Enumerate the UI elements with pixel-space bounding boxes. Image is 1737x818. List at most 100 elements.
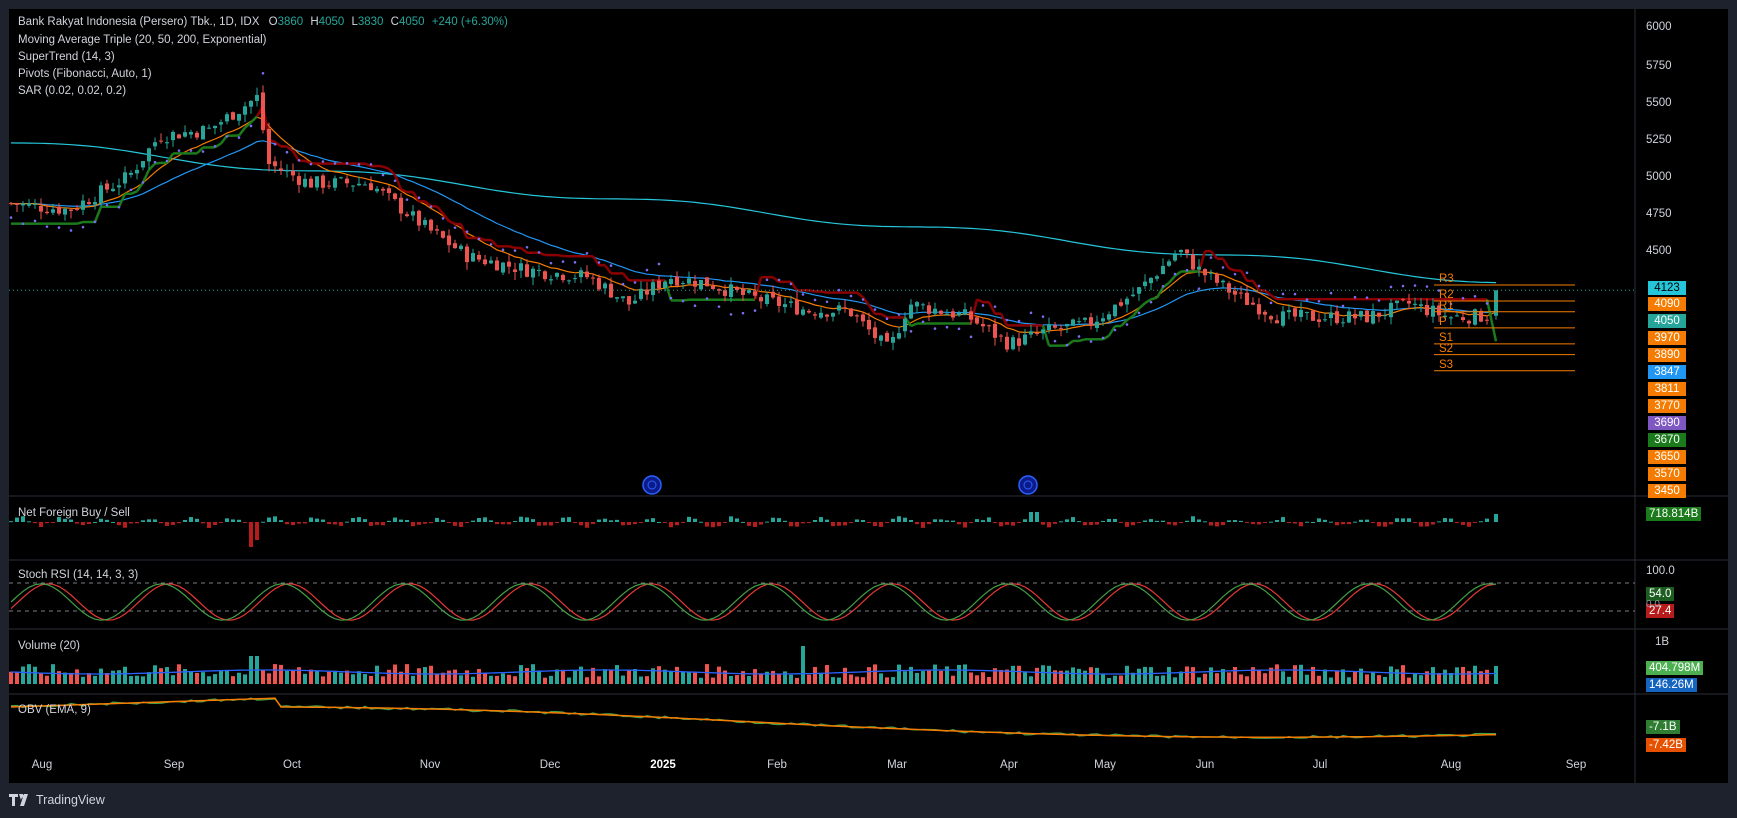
net-foreign-title[interactable]: Net Foreign Buy / Sell: [18, 507, 130, 519]
volume-bar: [57, 671, 61, 684]
indicator-ema-triple[interactable]: Moving Average Triple (20, 50, 200, Expo…: [18, 34, 267, 46]
net-foreign-bar: [879, 522, 883, 527]
candle-body: [993, 323, 997, 338]
volume-bar: [945, 666, 949, 684]
price-tag: 3770: [1648, 399, 1686, 413]
time-axis-label: Mar: [887, 759, 907, 771]
volume-bar: [915, 672, 919, 684]
net-foreign-bar: [39, 522, 43, 528]
net-foreign-bar: [1479, 521, 1483, 523]
candle-body: [1263, 311, 1267, 315]
volume-bar: [1353, 671, 1357, 684]
volume-bar: [711, 677, 715, 684]
net-foreign-bar: [297, 522, 301, 524]
net-foreign-bar: [435, 517, 439, 522]
net-foreign-bar: [891, 518, 895, 522]
volume-bar: [531, 664, 535, 684]
candle-body: [861, 314, 865, 322]
volume-bar: [1167, 666, 1171, 684]
candle-body: [1047, 324, 1051, 331]
sar-dot: [465, 230, 469, 233]
candle-body: [1185, 249, 1189, 254]
candle-body: [1059, 328, 1063, 330]
sar-dot: [1449, 302, 1453, 306]
net-foreign-bar: [285, 522, 289, 525]
supertrend-segment: [1251, 280, 1261, 291]
supertrend-segment: [238, 126, 246, 137]
stoch-rsi-title[interactable]: Stoch RSI (14, 14, 3, 3): [18, 569, 139, 581]
sar-dot: [813, 298, 817, 302]
ohlc-high-value: 4050: [318, 16, 345, 28]
net-foreign-bar: [861, 520, 865, 522]
chart-frame[interactable]: [9, 9, 1728, 783]
indicator-sar[interactable]: SAR (0.02, 0.02, 0.2): [18, 85, 127, 97]
candle-body: [1305, 311, 1309, 313]
net-foreign-bar: [453, 522, 457, 526]
sar-dot: [1197, 287, 1201, 290]
volume-bar: [567, 677, 571, 684]
net-foreign-bar: [849, 522, 853, 523]
candle-body: [423, 220, 427, 225]
symbol-legend[interactable]: Bank Rakyat Indonesia (Persero) Tbk., 1D…: [18, 16, 508, 28]
candle-body: [849, 308, 853, 317]
candle-body: [957, 312, 961, 316]
tradingview-logo[interactable]: TradingView: [9, 791, 105, 809]
net-foreign-bar: [945, 520, 949, 522]
candle-body: [765, 294, 769, 304]
candle-body: [951, 311, 955, 318]
net-foreign-bar: [771, 517, 775, 522]
candle-body: [255, 94, 259, 101]
candle-body: [1293, 308, 1297, 317]
volume-bar: [1335, 670, 1339, 684]
supertrend-segment: [1144, 298, 1152, 305]
candle-body: [279, 168, 283, 171]
volume-bar: [927, 669, 931, 684]
net-foreign-bar: [735, 518, 739, 522]
candle-body: [1161, 265, 1165, 275]
candle-body: [129, 172, 133, 175]
candle-body: [1083, 317, 1087, 320]
net-foreign-bar: [753, 522, 757, 528]
candle-body: [411, 211, 415, 216]
obv-title[interactable]: OBV (EMA, 9): [18, 704, 91, 716]
net-foreign-bar: [411, 522, 415, 527]
sar-dot: [645, 268, 649, 272]
indicator-supertrend[interactable]: SuperTrend (14, 3): [18, 51, 115, 63]
net-foreign-bar: [393, 517, 397, 522]
volume-bar: [1287, 676, 1291, 684]
net-foreign-bar: [777, 518, 781, 522]
net-foreign-bar: [621, 522, 625, 526]
net-foreign-bar: [1317, 518, 1321, 522]
candle-body: [669, 279, 673, 285]
volume-bar: [75, 669, 79, 684]
volume-title[interactable]: Volume (20): [18, 640, 81, 652]
candle-body: [1461, 317, 1465, 320]
volume-bar: [237, 672, 241, 684]
candle-body: [609, 283, 613, 298]
candle-body: [1455, 315, 1459, 317]
sar-dot: [681, 299, 685, 303]
candle-body: [645, 289, 649, 295]
candle-body: [723, 290, 727, 296]
indicator-pivots[interactable]: Pivots (Fibonacci, Auto, 1): [18, 68, 152, 80]
price-axis-label: 4500: [1646, 245, 1672, 257]
candle-body: [1029, 331, 1033, 335]
supertrend-segment: [520, 246, 528, 254]
net-foreign-bar: [189, 517, 193, 522]
candle-body: [1287, 310, 1291, 313]
price-chart[interactable]: [9, 9, 1728, 783]
net-foreign-bar: [1029, 512, 1033, 522]
candle-body: [1494, 290, 1498, 316]
volume-bar: [339, 672, 343, 684]
volume-bar: [465, 670, 469, 684]
net-foreign-bar: [915, 522, 919, 525]
candle-body: [75, 208, 79, 210]
volume-bar: [1125, 665, 1129, 684]
volume-bar: [1137, 668, 1141, 684]
volume-bar: [831, 677, 835, 684]
net-foreign-bar: [111, 521, 115, 523]
candle-body: [1371, 311, 1375, 324]
supertrend-segment: [382, 165, 390, 171]
candle-body: [1167, 261, 1171, 266]
candle-body: [57, 206, 61, 214]
